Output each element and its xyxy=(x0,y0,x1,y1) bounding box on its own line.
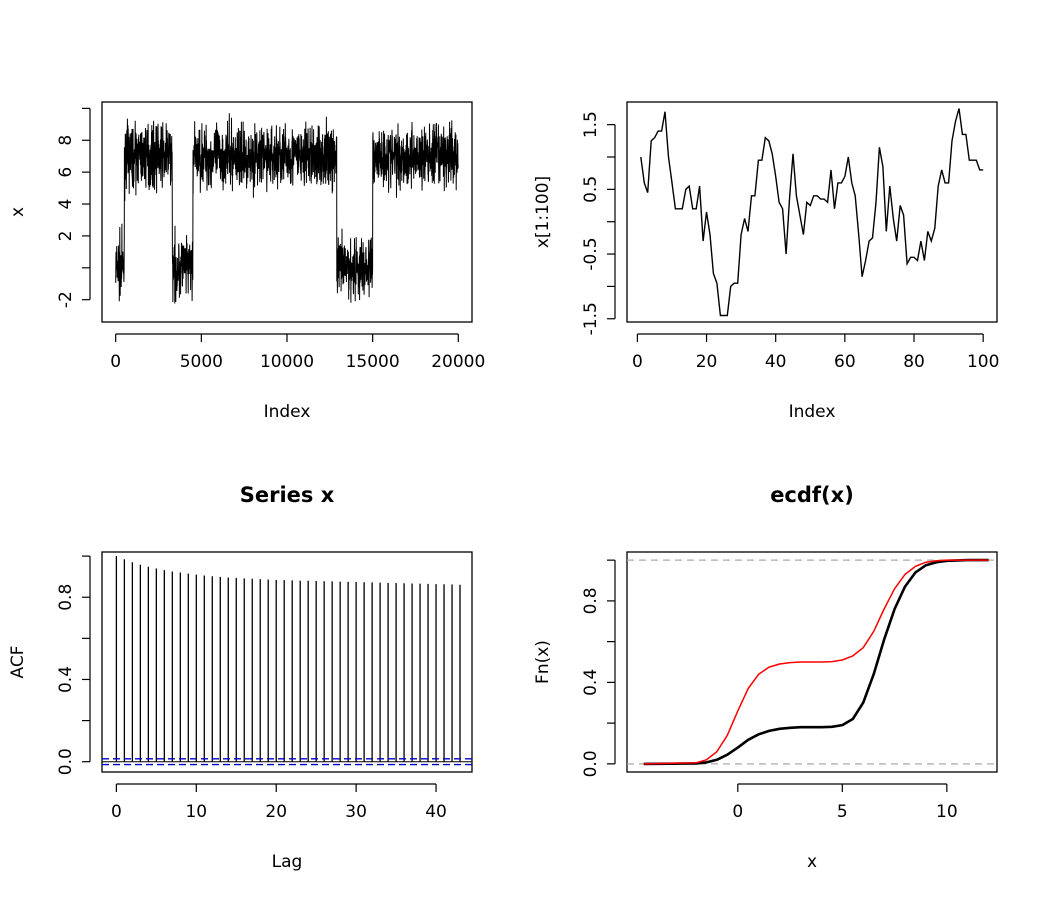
y-tick-label: -2 xyxy=(56,291,76,308)
x-tick-label: 20 xyxy=(696,352,718,372)
y-tick-label: 0.8 xyxy=(56,584,76,611)
y-tick-label: 0.8 xyxy=(581,587,601,614)
x-tick-label: 0 xyxy=(632,352,643,372)
x-axis-label: x xyxy=(807,852,817,872)
x-tick-label: 100 xyxy=(967,352,999,372)
plot-frame xyxy=(626,551,998,773)
panel-ecdf: 0 5 10 0.0 0.4 0.8 x Fn(x) ecdf(x) xyxy=(533,483,998,872)
y-axis-label: x[1:100] xyxy=(533,176,553,248)
x-tick-label: 5000 xyxy=(180,352,223,372)
x-tick-label: 5 xyxy=(837,802,848,822)
y-axis-label: ACF xyxy=(8,646,28,679)
x-tick-label: 0 xyxy=(111,802,122,822)
y-tick-label: -0.5 xyxy=(581,237,601,270)
x-tick-label: 20000 xyxy=(431,352,485,372)
x-tick-label: 0 xyxy=(732,802,743,822)
y-tick-label: 0.0 xyxy=(56,748,76,775)
x-tick-label: 15000 xyxy=(346,352,400,372)
y-tick-label: 0.4 xyxy=(56,666,76,693)
y-axis-label: x xyxy=(8,207,28,217)
x-tick-label: 0 xyxy=(110,352,121,372)
chart-title: ecdf(x) xyxy=(770,483,854,507)
panel-time-series-first-100: 0 20 40 60 80 100 -1.5 -0.5 0.5 1.5 Index x[1:100] xyxy=(533,101,999,422)
ecdf-curve xyxy=(643,558,989,766)
y-tick-label: 0.0 xyxy=(581,750,601,777)
x-axis-label: Lag xyxy=(272,852,303,872)
panel-acf: 0 10 20 30 40 0.0 0.4 0.8 Lag ACF Series x xyxy=(8,483,473,872)
y-tick-label: 8 xyxy=(56,135,76,146)
y-axis-label: Fn(x) xyxy=(533,640,553,684)
plot-frame xyxy=(101,101,473,323)
x-tick-label: 20 xyxy=(265,802,287,822)
y-tick-label: 0.5 xyxy=(581,176,601,203)
chart-title: Series x xyxy=(240,483,335,507)
y-tick-label: 2 xyxy=(56,230,76,241)
x-axis-label: Index xyxy=(264,402,311,422)
x-tick-label: 40 xyxy=(765,352,787,372)
y-tick-label: 1.5 xyxy=(581,111,601,138)
series-line xyxy=(115,113,459,304)
reference-cdf-curve xyxy=(643,559,989,765)
plot-frame xyxy=(101,551,473,773)
x-tick-label: 10 xyxy=(185,802,207,822)
x-tick-label: 10 xyxy=(936,802,958,822)
panel-time-series-full: 0 5000 10000 15000 20000 -2 2 4 6 8 Index x xyxy=(8,101,485,422)
x-tick-label: 40 xyxy=(425,802,447,822)
x-tick-label: 60 xyxy=(834,352,856,372)
plot-frame xyxy=(626,101,998,323)
x-tick-label: 10000 xyxy=(260,352,314,372)
y-tick-label: -1.5 xyxy=(581,302,601,335)
x-tick-label: 30 xyxy=(345,802,367,822)
x-tick-label: 80 xyxy=(903,352,925,372)
series-line xyxy=(640,108,984,317)
y-tick-label: 4 xyxy=(56,199,76,210)
y-tick-label: 6 xyxy=(56,167,76,178)
x-axis-label: Index xyxy=(789,402,836,422)
y-tick-label: 0.4 xyxy=(581,669,601,696)
